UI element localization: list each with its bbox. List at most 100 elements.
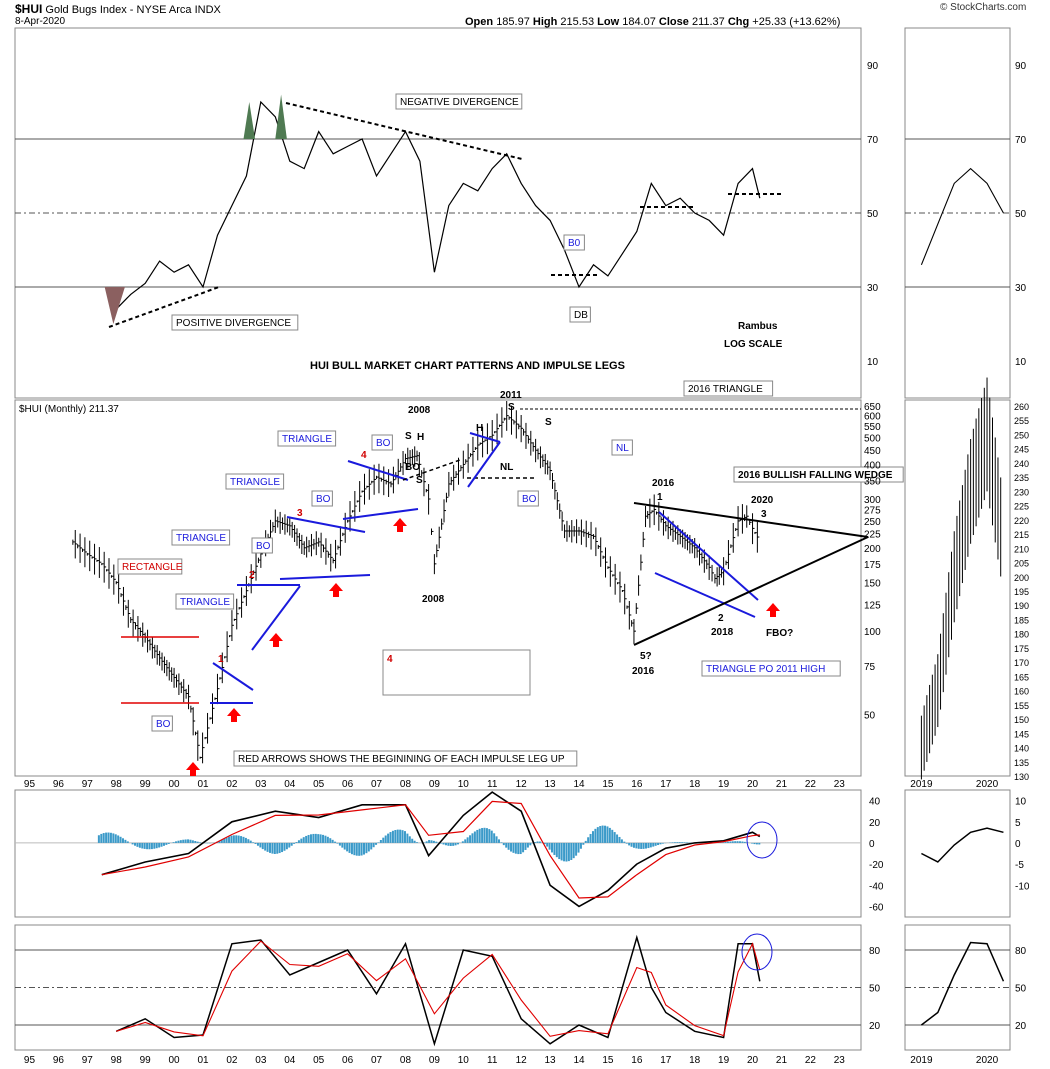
rsi1-oversold-fill xyxy=(104,287,125,324)
impulse-leg-number: 4 xyxy=(361,450,367,461)
triangle-2006-top xyxy=(347,460,409,481)
rectangle-label-box xyxy=(117,558,183,575)
price-xtick: 99 xyxy=(140,779,152,790)
price-ytick: 600 xyxy=(864,412,881,423)
index-name: Gold Bugs Index - NYSE Arca INDX xyxy=(45,4,221,16)
rsi2-highlight-circle xyxy=(741,933,773,971)
impulse-arrow xyxy=(186,762,200,776)
side-macd-ytick: -10 xyxy=(1015,881,1030,892)
price-ytick: 350 xyxy=(864,476,881,487)
price-ytick: 550 xyxy=(864,422,881,433)
side-price-ytick: 240 xyxy=(1014,459,1029,469)
wedge-top xyxy=(658,511,759,601)
side-rsi1-ytick: 10 xyxy=(1015,357,1027,368)
side-price-ytick: 255 xyxy=(1014,416,1029,426)
bottom-xtick: 13 xyxy=(545,1055,557,1066)
s-label-2012: S xyxy=(545,417,552,428)
macd-ytick: 0 xyxy=(869,839,875,850)
side-rsi2-ytick: 80 xyxy=(1015,946,1027,957)
price-xtick: 22 xyxy=(805,779,817,790)
triangle-label-2003: TRIANGLE xyxy=(176,533,226,544)
positive-divergence-label-box xyxy=(171,314,299,331)
bottom-xtick: 22 xyxy=(805,1055,817,1066)
price-xtick: 96 xyxy=(53,779,65,790)
price-ytick: 250 xyxy=(864,517,881,528)
bottom-xtick: 19 xyxy=(718,1055,730,1066)
side-price-ytick: 205 xyxy=(1014,559,1029,569)
wave-1-label: 5? xyxy=(640,651,652,662)
bottom-xtick: 11 xyxy=(487,1055,498,1066)
price-ytick: 50 xyxy=(864,711,876,722)
event-2011: 2011 xyxy=(500,390,522,401)
wedge-label: NL xyxy=(616,443,629,454)
price-xtick: 11 xyxy=(487,779,498,790)
side-price-ytick: 165 xyxy=(1014,672,1029,682)
side-price-ytick: 160 xyxy=(1014,687,1029,697)
bottom-xtick: 21 xyxy=(776,1055,788,1066)
rsi1-overbought-fill xyxy=(243,102,256,139)
event-2020: 2020 xyxy=(751,495,774,506)
side-price-ytick: 145 xyxy=(1014,729,1029,739)
price-ytick: 450 xyxy=(864,446,881,457)
log-scale-label: LOG SCALE xyxy=(724,339,783,350)
side-price-ytick: 230 xyxy=(1014,487,1029,497)
ohlc-bar: Open 185.97 High 215.53 Low 184.07 Close… xyxy=(465,16,840,28)
side-price-ytick: 200 xyxy=(1014,573,1029,583)
price-ytick: 400 xyxy=(864,460,881,471)
bo-label-2003-box xyxy=(251,537,273,554)
bottom-xtick: 01 xyxy=(197,1055,209,1066)
h-label-2011: S xyxy=(508,402,515,413)
event-2008-low: 2008 xyxy=(422,594,445,605)
close-label: Close xyxy=(658,16,689,28)
rambus-label: Rambus xyxy=(738,321,778,332)
impulse-leg-number: 2 xyxy=(249,570,255,581)
side-rsi2-ytick: 20 xyxy=(1015,1021,1027,1032)
rsi1-ytick: 50 xyxy=(867,209,879,220)
impulse-arrow xyxy=(329,583,343,597)
triangle-2004-bottom xyxy=(279,574,371,580)
impulse-arrow xyxy=(766,603,780,617)
triangle-po-label: 2016 TRIANGLE xyxy=(688,384,763,395)
price-ytick: 200 xyxy=(864,544,881,555)
price-xtick: 03 xyxy=(255,779,267,790)
side-price-ytick: 175 xyxy=(1014,644,1029,654)
side-xtick: 2020 xyxy=(976,779,999,790)
high-label: High xyxy=(532,16,558,28)
price-ytick: 175 xyxy=(864,560,881,571)
side-macd-ytick: 0 xyxy=(1015,839,1021,850)
side-panel-frame-macd xyxy=(904,789,1011,918)
price-xtick: 19 xyxy=(718,779,730,790)
triangle-2016-bottom xyxy=(633,536,869,646)
side-rsi1-ytick: 50 xyxy=(1015,209,1027,220)
side-rsi1-ytick: 90 xyxy=(1015,61,1027,72)
price-xtick: 98 xyxy=(111,779,123,790)
chart-header: $HUI Gold Bugs Index - NYSE Arca INDX xyxy=(15,2,221,16)
negative-divergence-label-box xyxy=(395,93,523,110)
nl-label-2008: S xyxy=(416,475,423,486)
wedge-bottom xyxy=(654,572,756,618)
price-xtick: 17 xyxy=(660,779,672,790)
macd-ytick: -20 xyxy=(869,860,884,871)
price-ytick: 225 xyxy=(864,530,881,541)
side-price-ytick: 180 xyxy=(1014,630,1029,640)
bottom-xtick: 15 xyxy=(602,1055,614,1066)
negative-divergence-label: NEGATIVE DIVERGENCE xyxy=(400,97,519,108)
side-rsi2-ytick: 50 xyxy=(1015,984,1027,995)
bo-label-2007: BO xyxy=(376,438,391,449)
negative-divergence-line xyxy=(285,102,523,160)
price-xtick: 20 xyxy=(747,779,759,790)
red-arrows-note-box xyxy=(382,649,531,696)
side-price-ytick: 210 xyxy=(1014,544,1029,554)
bottom-xtick: 08 xyxy=(400,1055,412,1066)
bottom-xtick: 98 xyxy=(111,1055,123,1066)
rsi2-signal-line xyxy=(116,940,761,1037)
side-macd-ytick: 10 xyxy=(1015,797,1027,808)
bottom-xtick: 03 xyxy=(255,1055,267,1066)
side-price-ytick: 245 xyxy=(1014,445,1029,455)
price-ytick: 275 xyxy=(864,505,881,516)
price-xtick: 14 xyxy=(573,779,585,790)
wave-2-label: 1 xyxy=(657,492,663,503)
bo-label-2000-box xyxy=(151,715,173,732)
bottom-xtick: 10 xyxy=(458,1055,470,1066)
bo-label-2005: BO xyxy=(316,494,331,505)
